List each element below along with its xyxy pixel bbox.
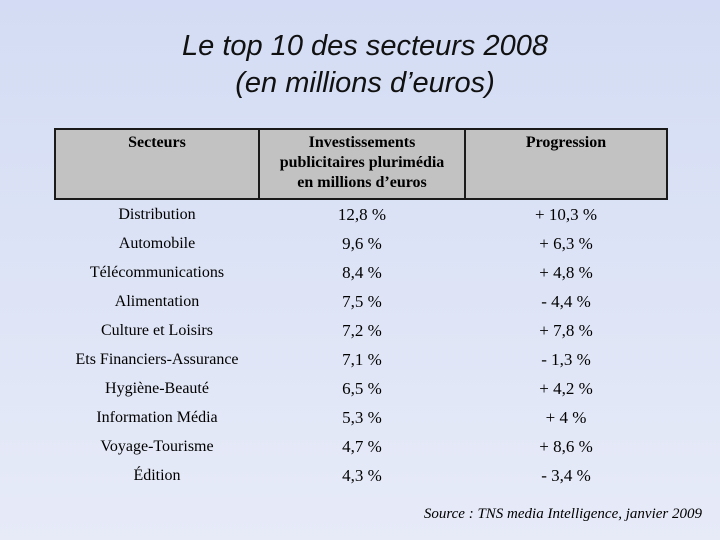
sector-cell: Alimentation (114, 292, 200, 310)
progression-cell: + 7,8 % (539, 320, 593, 340)
header-investments-line-3: en millions d’euros (297, 174, 427, 191)
invest-cell: 7,2 % (342, 320, 382, 340)
table-header-row: Secteurs Investissements publicitaires p… (54, 128, 668, 200)
invest-cell: 5,3 % (342, 407, 382, 427)
table-row: Télécommunications 8,4 % + 4,8 % (55, 258, 667, 287)
invest-cell: 9,6 % (342, 233, 382, 253)
source-note: Source : TNS media Intelligence, janvier… (423, 506, 702, 522)
sector-cell: Automobile (118, 234, 196, 252)
table-row: Édition 4,3 % - 3,4 % (55, 461, 667, 490)
invest-cell: 4,3 % (342, 465, 382, 485)
table-row: Distribution 12,8 % + 10,3 % (55, 199, 667, 229)
page-title: Le top 10 des secteurs 2008 (en millions… (0, 28, 720, 102)
progression-cell: - 3,4 % (541, 465, 591, 485)
sector-cell: Télécommunications (89, 263, 225, 281)
table-row: Alimentation 7,5 % - 4,4 % (55, 287, 667, 316)
sector-cell: Ets Financiers-Assurance (75, 350, 239, 368)
table-row: Culture et Loisirs 7,2 % + 7,8 % (55, 316, 667, 345)
sector-cell: Information Média (96, 408, 218, 426)
sector-cell: Édition (133, 466, 181, 484)
title-line-2: (en millions d’euros) (235, 67, 495, 99)
progression-cell: + 4,8 % (539, 262, 593, 282)
progression-cell: + 10,3 % (535, 204, 597, 224)
sector-cell: Distribution (118, 205, 196, 223)
header-sectors: Secteurs (54, 128, 260, 200)
invest-cell: 6,5 % (342, 378, 382, 398)
progression-cell: + 4,2 % (539, 378, 593, 398)
table-row: Automobile 9,6 % + 6,3 % (55, 229, 667, 258)
table-row: Voyage-Tourisme 4,7 % + 8,6 % (55, 432, 667, 461)
invest-cell: 8,4 % (342, 262, 382, 282)
invest-cell: 7,5 % (342, 291, 382, 311)
sectors-table: Secteurs Investissements publicitaires p… (54, 128, 668, 490)
progression-cell: - 4,4 % (541, 291, 591, 311)
title-line-1: Le top 10 des secteurs 2008 (182, 30, 548, 62)
invest-cell: 7,1 % (342, 349, 382, 369)
table-row: Ets Financiers-Assurance 7,1 % - 1,3 % (55, 345, 667, 374)
progression-cell: - 1,3 % (541, 349, 591, 369)
progression-cell: + 6,3 % (539, 233, 593, 253)
sector-cell: Culture et Loisirs (101, 321, 213, 339)
header-progression: Progression (464, 128, 668, 200)
invest-cell: 4,7 % (342, 436, 382, 456)
table-row: Information Média 5,3 % + 4 % (55, 403, 667, 432)
invest-cell: 12,8 % (337, 204, 387, 224)
header-investments-line-2: publicitaires plurimédia (279, 154, 445, 171)
header-investments-line-1: Investissements (308, 134, 416, 151)
sector-cell: Voyage-Tourisme (100, 437, 214, 455)
progression-cell: + 8,6 % (539, 436, 593, 456)
progression-cell: + 4 % (545, 407, 587, 427)
header-investments: Investissements publicitaires plurimédia… (258, 128, 466, 200)
sector-cell: Hygiène-Beauté (105, 379, 209, 397)
table-row: Hygiène-Beauté 6,5 % + 4,2 % (55, 374, 667, 403)
